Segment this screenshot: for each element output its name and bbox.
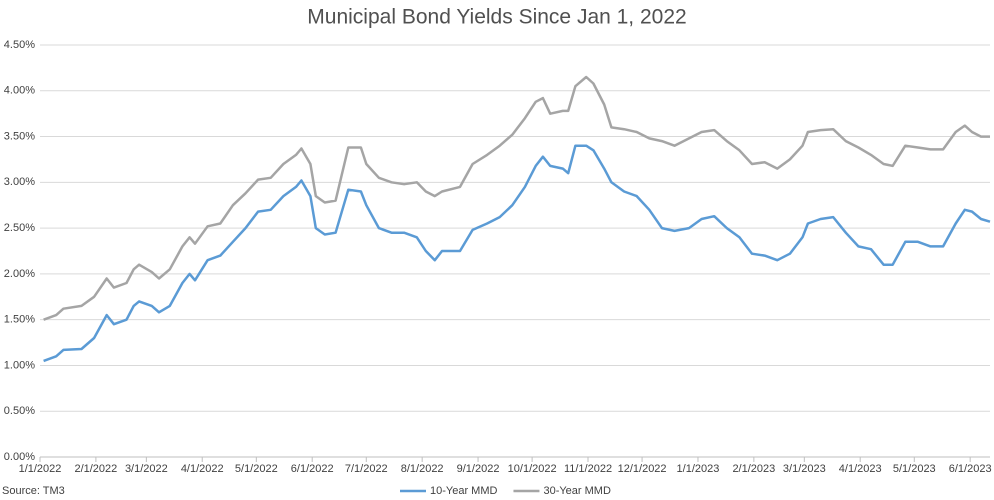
x-tick-label: 4/1/2023 [839,463,882,475]
x-tick-label: 8/1/2022 [401,463,444,475]
x-tick-label: 3/1/2022 [125,463,168,475]
y-tick-label: 1.50% [4,314,35,326]
series-line [43,144,991,363]
y-tick-label: 1.00% [4,359,35,371]
legend-label: 10-Year MMD [430,485,498,497]
y-tick-label: 4.00% [4,85,35,97]
source-note: Source: TM3 [2,485,65,497]
y-tick-label: 0.00% [4,451,35,463]
x-tick-label: 4/1/2022 [181,463,224,475]
y-tick-label: 3.50% [4,130,35,142]
x-tick-label: 3/1/2023 [783,463,826,475]
x-tick-label: 5/1/2022 [235,463,278,475]
x-tick-label: 5/1/2023 [893,463,936,475]
y-tick-label: 0.50% [4,405,35,417]
y-tick-label: 4.50% [4,39,35,51]
y-tick-label: 3.00% [4,176,35,188]
x-tick-label: 1/1/2022 [19,463,62,475]
legend-label: 30-Year MMD [543,485,611,497]
y-tick-label: 2.50% [4,222,35,234]
x-tick-label: 1/1/2023 [677,463,720,475]
x-tick-label: 12/1/2022 [618,463,667,475]
x-tick-label: 6/1/2023 [949,463,992,475]
x-tick-label: 7/1/2022 [345,463,388,475]
x-tick-label: 11/1/2022 [564,463,612,475]
x-tick-label: 2/1/2022 [74,463,117,475]
x-tick-label: 10/1/2022 [508,463,557,475]
x-tick-label: 6/1/2022 [291,463,334,475]
y-tick-label: 2.00% [4,268,35,280]
x-tick-label: 9/1/2022 [457,463,500,475]
chart-title: Municipal Bond Yields Since Jan 1, 2022 [307,6,686,29]
x-tick-label: 2/1/2023 [732,463,775,475]
series-line [43,75,990,321]
